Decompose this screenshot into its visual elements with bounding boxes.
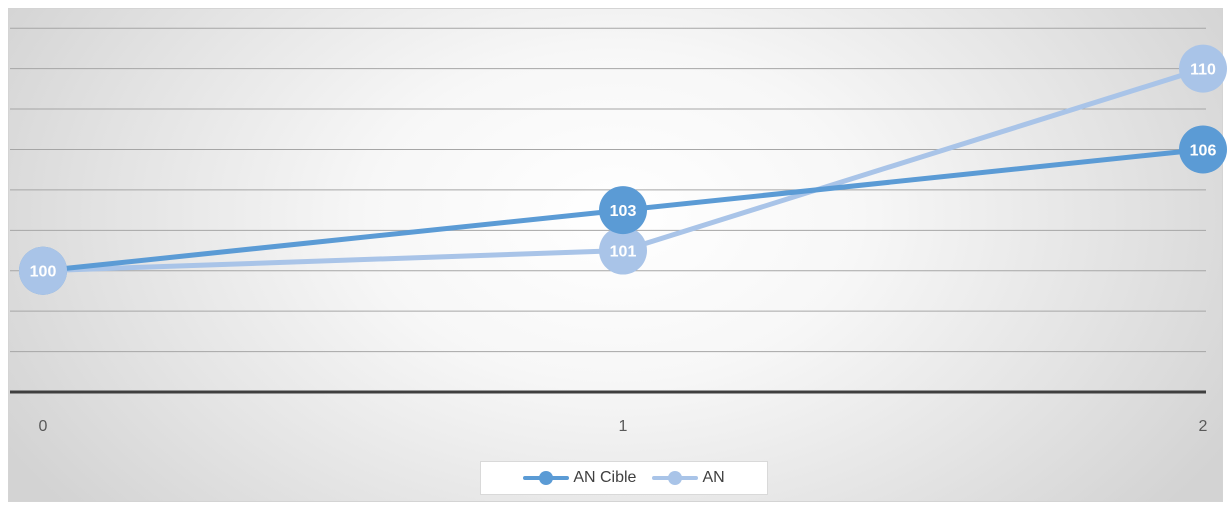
x-tick-label: 1 bbox=[619, 418, 628, 435]
data-label-an: 110 bbox=[1190, 62, 1216, 79]
legend-label-an-cible: AN Cible bbox=[573, 469, 637, 486]
data-label-an: 101 bbox=[610, 244, 637, 261]
gridlines bbox=[10, 27, 1206, 353]
legend-label-an: AN bbox=[702, 469, 725, 486]
legend-swatch-an-cible bbox=[523, 471, 570, 485]
x-tick-label: 0 bbox=[39, 418, 48, 435]
legend-swatch-an bbox=[652, 471, 699, 485]
series-markers: 100100101103110106 bbox=[19, 44, 1227, 295]
data-point-an bbox=[1179, 44, 1227, 93]
data-label-an-cible: 103 bbox=[610, 203, 637, 220]
data-point-an bbox=[599, 226, 647, 275]
legend-item-an: AN bbox=[652, 469, 725, 487]
data-point-an bbox=[19, 246, 67, 295]
data-point-an-cible bbox=[1179, 125, 1227, 174]
legend-item-an-cible: AN Cible bbox=[523, 469, 636, 487]
data-point-an-cible bbox=[599, 186, 647, 235]
x-axis-ticks: 0 1 2 bbox=[39, 418, 1208, 435]
x-tick-label: 2 bbox=[1199, 418, 1208, 435]
legend: AN Cible AN bbox=[480, 461, 768, 495]
data-label-an: 100 bbox=[30, 264, 57, 281]
data-label-an-cible: 106 bbox=[1190, 142, 1217, 159]
